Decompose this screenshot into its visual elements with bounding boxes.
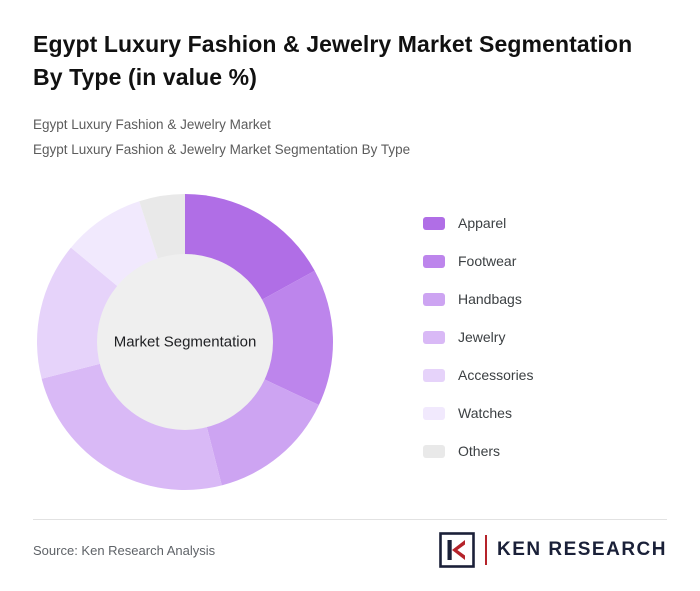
legend-item-handbags: Handbags — [423, 291, 533, 308]
donut-chart — [36, 193, 333, 490]
logo-wordmark: KEN RESEARCH — [496, 539, 667, 560]
page-title: Egypt Luxury Fashion & Jewelry Market Se… — [33, 31, 633, 90]
legend: Apparel Footwear Handbags Jewelry Accessorie… — [423, 192, 533, 492]
legend-swatch-handbags — [423, 292, 445, 306]
legend-item-accessories: Accessories — [423, 367, 534, 384]
legend-swatch-others — [423, 444, 445, 458]
legend-label: Apparel — [458, 215, 507, 232]
ken-research-k-icon — [439, 532, 475, 568]
ken-research-logo: KEN RESEARCH — [439, 532, 667, 568]
legend-label: Footwear — [458, 253, 517, 270]
logo-divider — [484, 535, 487, 565]
subtitle-segmentation: Egypt Luxury Fashion & Jewelry Market Se… — [33, 141, 411, 157]
footer: Source: Ken Research Analysis KEN RESEAR… — [33, 519, 667, 568]
donut-chart-wrap: Market Segmentation — [35, 192, 335, 492]
subtitle-block: Egypt Luxury Fashion & Jewelry Market Eg… — [33, 113, 667, 162]
legend-item-watches: Watches — [423, 405, 533, 422]
chart-area: Market Segmentation Apparel Footwear Handb… — [33, 192, 667, 492]
legend-swatch-watches — [423, 406, 445, 420]
subtitle-market: Egypt Luxury Fashion & Jewelry Market — [33, 117, 271, 133]
legend-swatch-jewelry — [423, 330, 445, 344]
legend-swatch-apparel — [423, 216, 445, 230]
legend-label: Watches — [458, 405, 512, 422]
legend-swatch-accessories — [423, 368, 445, 382]
legend-swatch-footwear — [423, 254, 445, 268]
donut-center-circle — [97, 253, 273, 430]
legend-item-apparel: Apparel — [423, 215, 533, 232]
legend-label: Accessories — [458, 367, 534, 384]
legend-label: Others — [458, 443, 501, 460]
source-text: Source: Ken Research Analysis — [33, 542, 216, 558]
legend-item-jewelry: Jewelry — [423, 329, 533, 346]
legend-item-others: Others — [423, 443, 533, 460]
legend-item-footwear: Footwear — [423, 253, 533, 270]
legend-label: Handbags — [458, 291, 522, 308]
legend-label: Jewelry — [458, 329, 506, 346]
donut-center-label: Market Segmentation — [113, 333, 257, 351]
